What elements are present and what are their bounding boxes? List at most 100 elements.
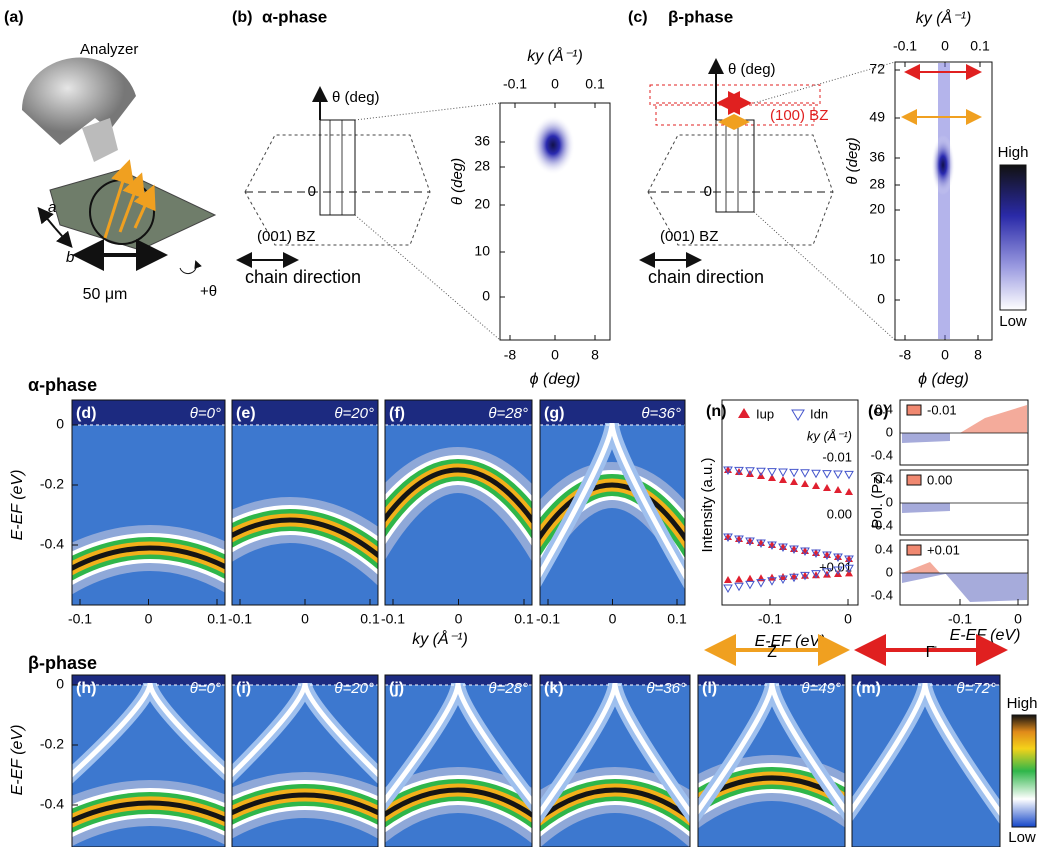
tick-label: -0.1	[948, 611, 972, 627]
pol-pos	[960, 405, 1027, 433]
tick-label: 0	[886, 424, 893, 439]
tick-label: 20	[474, 196, 490, 212]
marker-dn	[778, 468, 788, 478]
zoom-line	[753, 61, 896, 104]
k-window	[319, 119, 356, 216]
marker-dn	[745, 580, 755, 590]
label: (c)	[628, 9, 648, 26]
tick-label: 0.1	[207, 611, 227, 627]
label: +0.01	[927, 542, 960, 557]
tick-label: 10	[869, 251, 885, 267]
label: θ (deg)	[728, 61, 776, 78]
legend-swatch	[906, 474, 922, 486]
band	[385, 467, 532, 525]
label: θ=0°	[190, 680, 221, 697]
tick-label: 0.4	[875, 401, 893, 416]
marker-dn	[833, 566, 843, 576]
marker-dn	[800, 571, 810, 581]
band	[540, 787, 690, 822]
marker-up	[801, 480, 809, 487]
label: (001) BZ	[257, 228, 315, 245]
legend-swatch	[906, 404, 922, 416]
analyzer-dome	[21, 57, 137, 146]
marker-dn	[734, 535, 744, 545]
dirac-cone	[852, 682, 1000, 817]
tick-label: 0	[844, 611, 852, 627]
tick-label: 0	[482, 288, 490, 304]
label: b	[66, 249, 74, 266]
label: E-EF (eV)	[755, 633, 826, 650]
label: +θ	[200, 283, 217, 300]
tick-label: 0.1	[585, 76, 605, 92]
label: (m)	[856, 680, 881, 697]
tick-label: 0	[1014, 611, 1022, 627]
tick-label: 0.4	[875, 541, 893, 556]
band	[385, 787, 532, 819]
marker-dn	[778, 543, 788, 553]
marker-dn	[789, 573, 799, 583]
tick-label: 0	[56, 676, 64, 692]
label: β-phase	[668, 7, 733, 26]
marker-dn	[767, 577, 777, 586]
dirac-cone	[72, 682, 225, 778]
legend-up	[738, 408, 750, 418]
label: chain direction	[245, 267, 361, 287]
label: θ=49°	[801, 680, 841, 697]
tick-label: -0.4	[871, 517, 893, 532]
label: Iup	[756, 406, 774, 421]
colorbar	[1011, 714, 1037, 828]
above-ef	[385, 400, 532, 425]
label: α-phase	[262, 7, 327, 26]
label: 0.00	[927, 472, 952, 487]
tick-label: 0.1	[667, 611, 687, 627]
sample	[49, 169, 217, 251]
colorbar	[999, 164, 1027, 311]
legend-swatch	[906, 544, 922, 556]
label: (j)	[389, 680, 404, 697]
label: ky (Å⁻¹)	[807, 428, 852, 443]
label: (001) BZ	[660, 228, 718, 245]
marker-up	[834, 486, 842, 493]
marker-dn	[822, 551, 832, 561]
arpes-image	[698, 675, 845, 847]
label: -0.01	[927, 402, 957, 417]
pol-pos	[902, 562, 940, 573]
label: (a)	[4, 9, 24, 26]
panel-frame	[384, 674, 533, 847]
marker-dn	[756, 467, 766, 477]
label: High	[1007, 695, 1038, 712]
arpes-image	[385, 400, 532, 605]
marker-dn	[789, 545, 799, 555]
map-spot	[531, 115, 575, 175]
label: ϕ (deg)	[530, 371, 581, 388]
label: ϕ (deg)	[918, 371, 969, 388]
marker-dn	[723, 533, 733, 543]
above-ef	[232, 400, 378, 425]
zoom-line	[753, 211, 896, 341]
label: (l)	[702, 680, 717, 697]
marker-up	[746, 574, 754, 582]
arpes-image	[232, 400, 378, 605]
panel-frame	[697, 674, 846, 847]
label: 0	[308, 183, 316, 200]
tick-label: 0	[551, 347, 559, 363]
marker-dn	[844, 555, 854, 565]
band	[232, 792, 378, 816]
tick-label: -0.1	[68, 611, 92, 627]
label: θ=28°	[488, 680, 528, 697]
pol-neg	[902, 433, 950, 443]
label: E-EF (eV)	[9, 470, 26, 541]
marker-dn	[756, 539, 766, 549]
above-ef	[698, 675, 845, 685]
marker-dn	[778, 575, 788, 585]
arpes-image	[540, 400, 685, 605]
bz-red	[649, 84, 821, 106]
panel-frame	[851, 674, 1001, 847]
label: E-EF (eV)	[950, 627, 1021, 644]
marker-dn	[811, 549, 821, 559]
tick-label: 72	[869, 61, 885, 77]
marker-dn	[844, 564, 854, 574]
tick-label: 0	[886, 494, 893, 509]
marker-dn	[800, 469, 810, 478]
label: (b)	[232, 9, 252, 26]
